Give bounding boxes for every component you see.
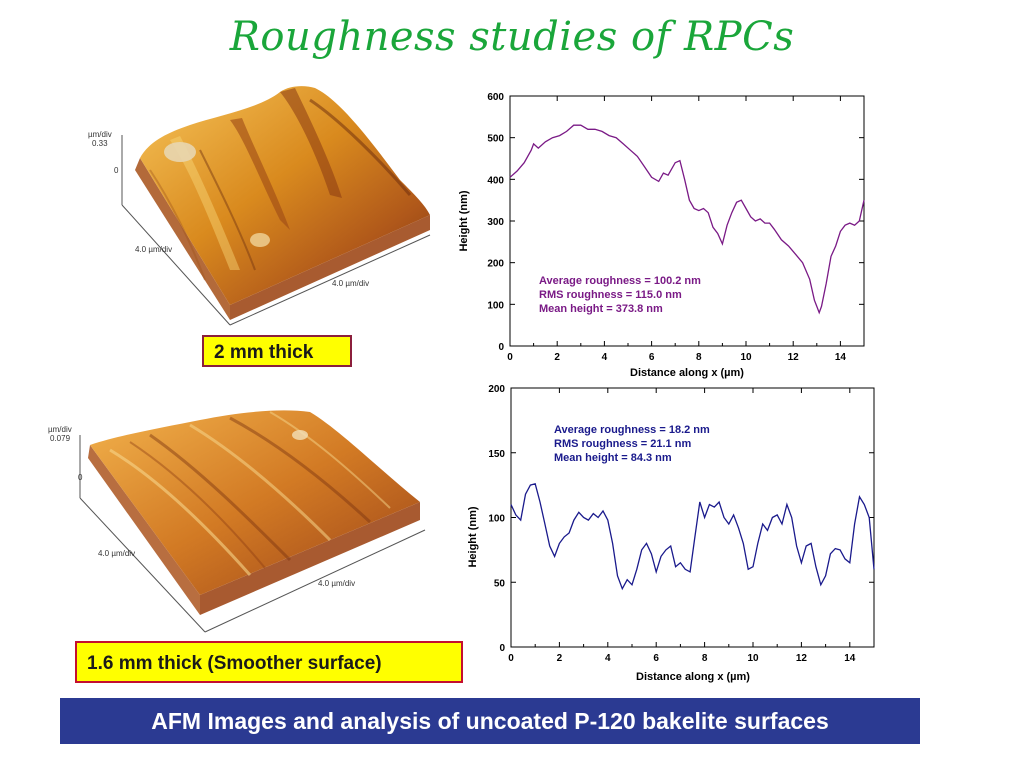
y-axis-label: Height (nm) bbox=[467, 506, 479, 567]
annotation-mean-height: Mean height = 373.8 nm bbox=[539, 303, 663, 315]
afm2-label: 1.6 mm thick (Smoother surface) bbox=[75, 641, 463, 683]
y-axis-label: Height (nm) bbox=[458, 190, 470, 251]
y-tick-label: 200 bbox=[487, 259, 504, 270]
y-tick-label: 0 bbox=[499, 643, 505, 654]
x-tick-label: 4 bbox=[605, 653, 611, 664]
x-tick-label: 4 bbox=[602, 352, 608, 363]
afm1-x-scale: 4.0 µm/div bbox=[332, 279, 369, 288]
page-title: Roughness studies of RPCs bbox=[229, 14, 795, 60]
x-tick-label: 6 bbox=[653, 653, 659, 664]
afm-image-2mm: µm/div 0.33 0 4.0 µm/div 4.0 µm/div bbox=[88, 86, 431, 326]
x-tick-label: 6 bbox=[649, 352, 655, 363]
x-tick-label: 12 bbox=[796, 653, 808, 664]
x-tick-label: 8 bbox=[702, 653, 708, 664]
height-profile-chart-2mm: 0 2 4 6 8 10 12 14 0 100 200 300 400 500 600 Distance … bbox=[458, 92, 865, 379]
x-axis-label: Distance along x (µm) bbox=[636, 671, 750, 683]
y-tick-label: 500 bbox=[487, 134, 504, 145]
x-tick-label: 2 bbox=[557, 653, 563, 664]
y-tick-label: 100 bbox=[487, 300, 504, 311]
height-profile-chart-1-6mm: 0 2 4 6 8 10 12 14 0 50 100 150 200 Distance along x… bbox=[467, 384, 875, 683]
annotation-avg-roughness: Average roughness = 100.2 nm bbox=[539, 275, 701, 287]
afm1-z-zero: 0 bbox=[114, 166, 119, 175]
afm1-label: 2 mm thick bbox=[202, 335, 352, 367]
footer-banner: AFM Images and analysis of uncoated P-12… bbox=[60, 698, 920, 744]
annotation-mean-height: Mean height = 84.3 nm bbox=[554, 452, 672, 464]
afm2-z-unit: µm/div bbox=[48, 425, 72, 434]
y-tick-label: 600 bbox=[487, 92, 504, 103]
afm1-z-unit: µm/div bbox=[88, 130, 112, 139]
afm2-z-zero: 0 bbox=[78, 473, 83, 482]
afm1-y-scale: 4.0 µm/div bbox=[135, 245, 172, 254]
y-tick-label: 400 bbox=[487, 175, 504, 186]
x-tick-label: 14 bbox=[844, 653, 856, 664]
x-tick-label: 12 bbox=[788, 352, 800, 363]
y-tick-label: 100 bbox=[488, 514, 505, 525]
afm-image-1-6mm: µm/div 0.079 0 4.0 µm/div 4.0 µm/div bbox=[48, 410, 426, 633]
x-tick-label: 2 bbox=[554, 352, 560, 363]
series-line bbox=[509, 124, 865, 315]
annotation-avg-roughness: Average roughness = 18.2 nm bbox=[554, 424, 710, 436]
series-line bbox=[510, 483, 875, 591]
afm2-x-scale: 4.0 µm/div bbox=[318, 579, 355, 588]
x-tick-label: 10 bbox=[740, 352, 752, 363]
x-tick-label: 0 bbox=[508, 653, 514, 664]
y-tick-label: 150 bbox=[488, 449, 505, 460]
y-tick-label: 200 bbox=[488, 384, 505, 395]
afm2-z-value: 0.079 bbox=[50, 434, 71, 443]
x-tick-label: 8 bbox=[696, 352, 702, 363]
y-tick-label: 300 bbox=[487, 217, 504, 228]
annotation-rms-roughness: RMS roughness = 21.1 nm bbox=[554, 438, 691, 450]
x-tick-label: 14 bbox=[835, 352, 847, 363]
y-tick-label: 0 bbox=[498, 342, 504, 353]
x-tick-label: 10 bbox=[747, 653, 759, 664]
afm1-z-value: 0.33 bbox=[92, 139, 108, 148]
annotation-rms-roughness: RMS roughness = 115.0 nm bbox=[539, 289, 682, 301]
x-axis-label: Distance along x (µm) bbox=[630, 367, 744, 379]
y-tick-label: 50 bbox=[494, 578, 506, 589]
afm2-y-scale: 4.0 µm/div bbox=[98, 549, 135, 558]
x-tick-label: 0 bbox=[507, 352, 513, 363]
